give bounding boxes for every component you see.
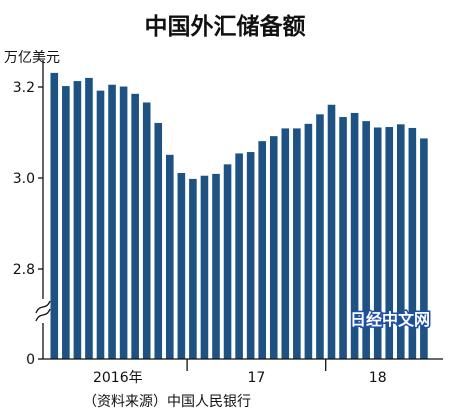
bar-2017-12	[316, 114, 324, 359]
bar-2018-06	[385, 127, 394, 359]
y-tick-label-0: 0	[26, 352, 35, 368]
bars-group	[50, 72, 428, 360]
bar-2016-08	[131, 93, 139, 359]
bar-2016-04	[85, 77, 93, 360]
bar-2018-01	[327, 104, 336, 360]
bar-2018-03	[350, 112, 359, 359]
bar-2018-04	[362, 121, 370, 360]
bar-2017-08	[269, 136, 278, 359]
bar-2017-02	[200, 175, 209, 359]
bar-2018-02	[339, 117, 347, 359]
bar-2016-01	[50, 72, 59, 359]
bar-2017-09	[281, 128, 290, 359]
axis-break-mark-1	[35, 300, 51, 314]
x-groups-group: 2016年 17 18	[93, 359, 387, 386]
bar-2018-05	[373, 127, 382, 360]
bar-2018-09	[420, 138, 428, 359]
bar-2016-12	[177, 172, 186, 359]
bar-2016-11	[166, 154, 174, 359]
bar-2017-10	[293, 128, 301, 359]
y-tick-label-2.8: 2.8	[13, 262, 35, 278]
y-axis-unit: 万亿美元	[4, 50, 60, 66]
bar-2017-06	[246, 152, 255, 359]
bar-2016-10	[154, 122, 163, 359]
x-group-label-2: 18	[369, 370, 387, 386]
bar-2016-09	[142, 102, 151, 359]
bar-2017-05	[235, 153, 243, 359]
x-group-label-1: 17	[247, 370, 265, 386]
y-tick-label-3.2: 3.2	[13, 80, 35, 96]
bar-2017-01	[189, 178, 197, 359]
bar-2016-06	[108, 84, 116, 359]
bar-2016-03	[73, 81, 82, 359]
y-tick-label-3.0: 3.0	[13, 171, 35, 187]
watermark: 日经中文网	[350, 310, 430, 329]
bar-2018-08	[408, 127, 417, 359]
bar-2017-07	[258, 141, 266, 359]
bar-2017-03	[212, 173, 220, 359]
bar-2018-07	[397, 124, 405, 359]
axes-group	[35, 60, 443, 360]
source-note: （资料来源）中国人民银行	[83, 394, 251, 410]
bar-2017-04	[223, 164, 232, 359]
bar-2016-02	[62, 86, 70, 359]
bar-2016-05	[96, 90, 105, 359]
chart-title: 中国外汇储备额	[145, 13, 306, 40]
bar-2016-07	[119, 86, 128, 359]
bar-2017-11	[304, 123, 313, 359]
y-ticks-group: 3.2 3.0 2.8 0	[13, 80, 43, 368]
axis-break-mark-2	[35, 308, 51, 322]
x-group-label-0: 2016年	[93, 370, 143, 386]
